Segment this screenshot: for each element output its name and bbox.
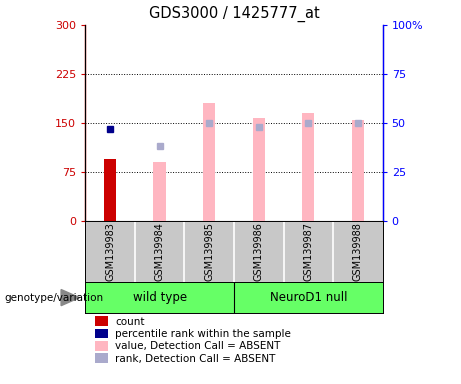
Text: GSM139984: GSM139984 [154,222,165,281]
Polygon shape [61,290,79,306]
Text: GSM139987: GSM139987 [303,222,313,281]
Bar [352,120,364,221]
Text: percentile rank within the sample: percentile rank within the sample [115,329,291,339]
Text: rank, Detection Call = ABSENT: rank, Detection Call = ABSENT [115,354,276,364]
Text: GSM139988: GSM139988 [353,222,363,281]
Text: count: count [115,317,145,327]
Text: GSM139986: GSM139986 [254,222,264,281]
Text: genotype/variation: genotype/variation [5,293,104,303]
Bar [203,103,215,221]
Text: GSM139985: GSM139985 [204,222,214,281]
Text: value, Detection Call = ABSENT: value, Detection Call = ABSENT [115,341,281,351]
Bar [253,118,265,221]
Text: wild type: wild type [133,291,187,304]
Bar [302,113,314,221]
Bar [104,159,116,221]
Text: GSM139983: GSM139983 [105,222,115,281]
Title: GDS3000 / 1425777_at: GDS3000 / 1425777_at [148,6,319,22]
Bar [154,162,166,221]
Text: NeuroD1 null: NeuroD1 null [270,291,347,304]
